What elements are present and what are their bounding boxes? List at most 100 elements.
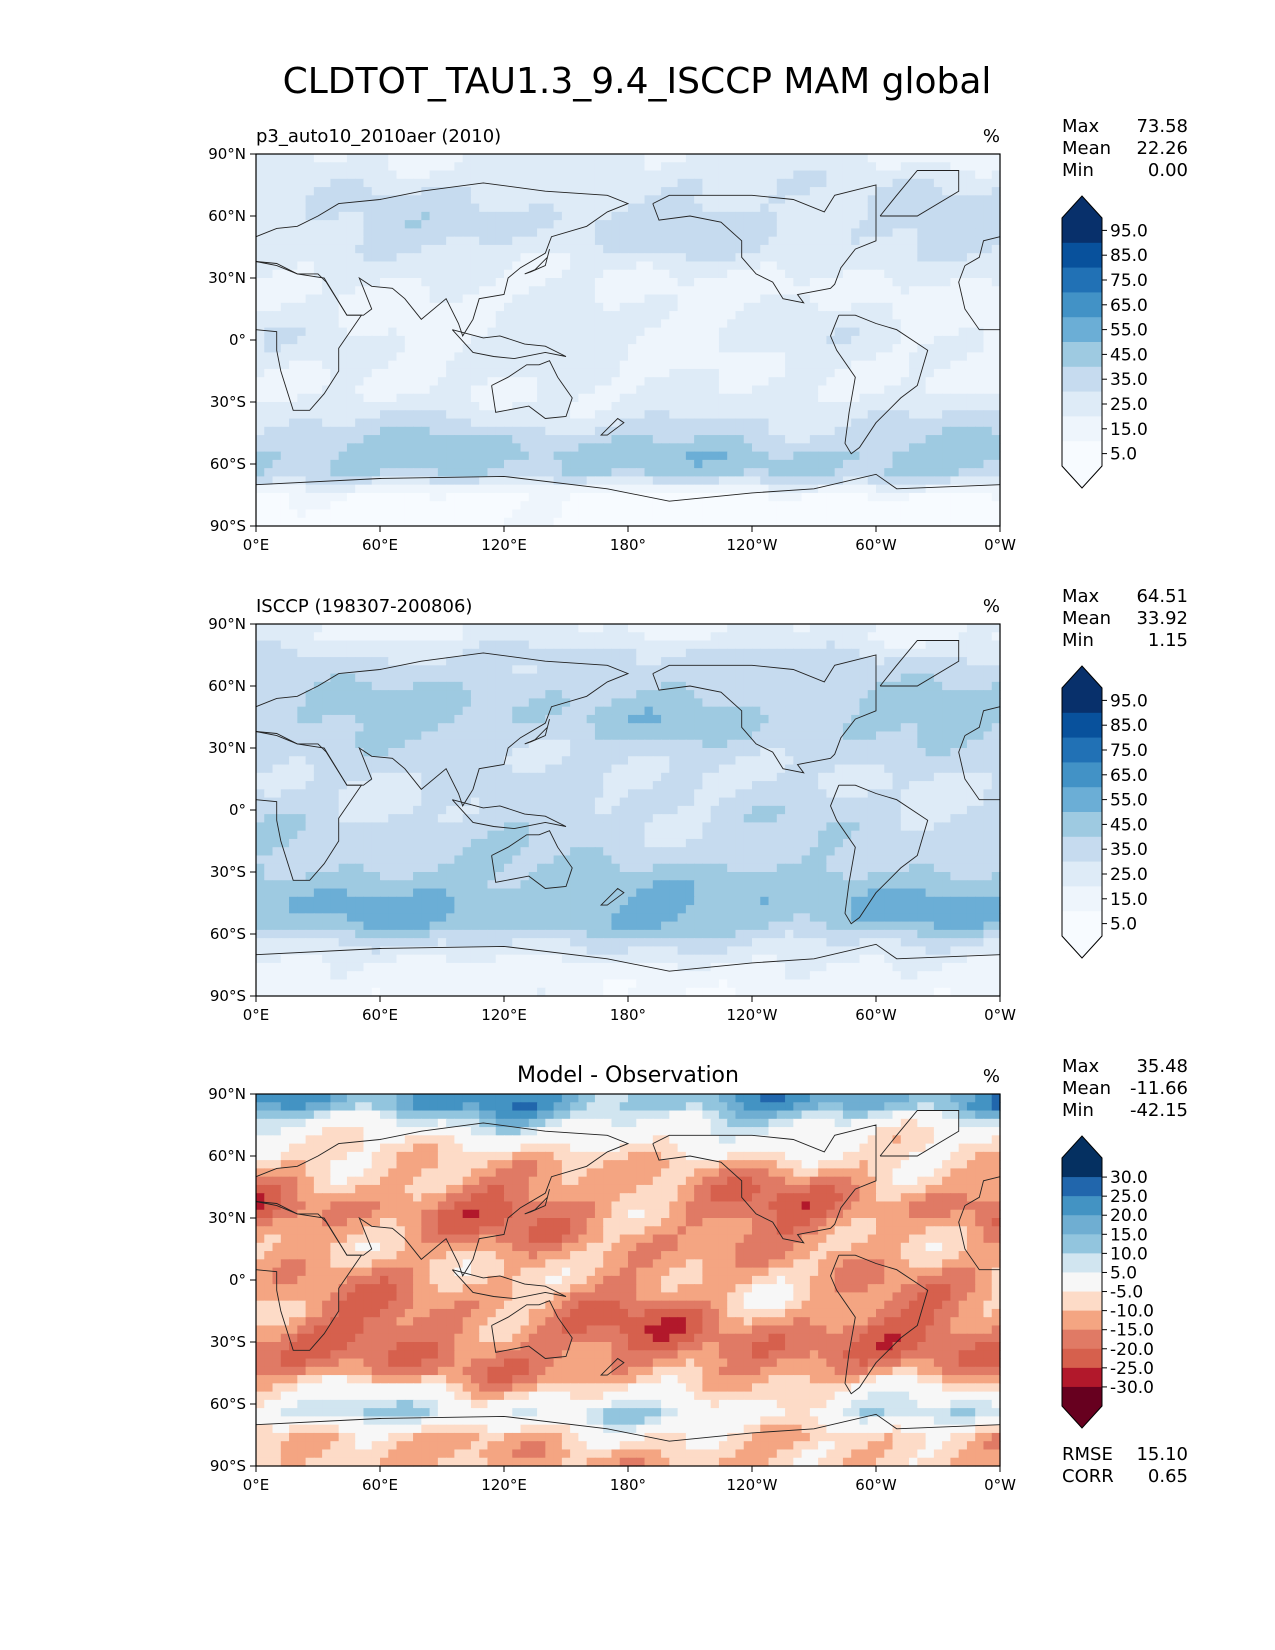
map-cell	[966, 261, 976, 271]
map-cell	[652, 468, 662, 477]
map-cell	[388, 319, 398, 329]
map-cell	[462, 640, 472, 650]
map-cell	[371, 459, 381, 469]
map-cell	[322, 690, 331, 699]
map-cell	[355, 278, 365, 287]
map-cell	[578, 154, 588, 163]
map-cell	[462, 302, 472, 312]
map-cell	[652, 501, 662, 511]
map-cell	[752, 443, 761, 453]
map-cell	[842, 261, 852, 271]
map-cell	[983, 335, 993, 345]
map-cell	[404, 269, 414, 279]
map-cell	[421, 178, 431, 188]
map-cell	[859, 624, 869, 633]
map-cell	[818, 203, 827, 213]
map-cell	[280, 244, 290, 254]
map-cell	[553, 435, 563, 444]
map-cell	[470, 698, 480, 708]
map-cell	[289, 311, 298, 320]
map-cell	[520, 244, 530, 254]
map-cell	[512, 327, 522, 337]
map-cell	[330, 377, 340, 387]
map-cell	[876, 360, 885, 370]
map-cell	[760, 261, 770, 271]
map-cell	[520, 162, 530, 172]
map-cell	[264, 402, 274, 411]
map-cell	[917, 187, 927, 196]
map-cell	[776, 244, 786, 254]
map-cell	[776, 286, 786, 296]
map-cell	[462, 657, 472, 666]
map-cell	[545, 690, 555, 699]
map-cell	[685, 360, 695, 370]
map-cell	[735, 368, 745, 378]
map-cell	[950, 187, 960, 196]
map-cell	[727, 244, 737, 254]
map-cell	[355, 402, 365, 411]
map-cell	[504, 517, 513, 527]
map-cell	[396, 492, 406, 502]
map-cell	[661, 657, 670, 666]
map-cell	[768, 211, 778, 221]
map-cell	[346, 410, 356, 420]
map-cell	[322, 451, 331, 461]
map-cell	[289, 517, 298, 527]
map-cell	[909, 501, 918, 511]
map-cell	[388, 368, 398, 378]
map-cell	[264, 509, 274, 519]
map-cell	[313, 673, 323, 683]
map-cell	[446, 484, 455, 494]
map-cell	[404, 426, 414, 436]
map-cell	[859, 385, 869, 395]
map-cell	[388, 335, 398, 345]
map-cell	[413, 426, 422, 436]
map-cell	[818, 648, 827, 658]
map-cell	[925, 154, 935, 163]
map-cell	[561, 632, 571, 642]
map-cell	[479, 410, 489, 420]
map-cell	[495, 294, 505, 304]
map-cell	[718, 368, 728, 378]
map-cell	[388, 451, 398, 461]
map-cell	[371, 244, 381, 254]
map-cell	[644, 302, 654, 312]
map-cell	[561, 154, 571, 163]
map-cell	[933, 665, 943, 675]
map-cell	[752, 344, 761, 353]
map-cell	[413, 418, 422, 428]
map-cell	[801, 278, 811, 287]
map-cell	[735, 509, 745, 519]
map-cell	[884, 253, 894, 263]
map-cell	[338, 162, 348, 172]
map-cell	[495, 468, 505, 477]
map-cell	[652, 393, 662, 403]
map-cell	[404, 228, 414, 238]
map-cell	[785, 311, 794, 320]
map-cell	[553, 286, 563, 296]
map-cell	[966, 344, 976, 353]
map-cell	[694, 327, 703, 337]
map-cell	[520, 410, 530, 420]
map-cell	[396, 319, 406, 329]
map-cell	[313, 162, 323, 172]
map-cell	[462, 244, 472, 254]
map-cell	[694, 311, 703, 320]
map-cell	[842, 459, 852, 469]
map-cell	[363, 377, 373, 387]
map-cell	[305, 517, 315, 527]
map-cell	[933, 170, 943, 180]
map-cell	[876, 154, 885, 163]
map-cell	[958, 426, 968, 436]
map-cell	[702, 335, 712, 345]
map-cell	[685, 393, 695, 403]
map-cell	[933, 327, 943, 337]
map-cell	[702, 509, 712, 519]
map-cell	[950, 211, 960, 221]
map-cell	[619, 681, 629, 691]
map-cell	[371, 228, 381, 238]
map-cell	[462, 278, 472, 287]
map-cell	[330, 195, 340, 205]
map-cell	[975, 220, 985, 229]
map-cell	[842, 253, 852, 263]
